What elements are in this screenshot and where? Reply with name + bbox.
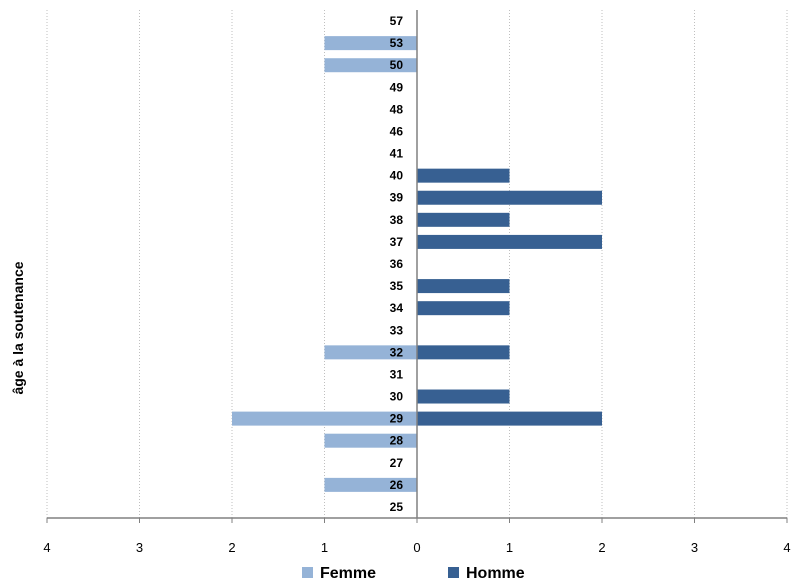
bar-homme-35 [417, 279, 510, 294]
x-tick-label: 3 [136, 540, 143, 555]
category-label: 41 [390, 147, 404, 161]
x-tick-label: 3 [691, 540, 698, 555]
bar-femme-28 [324, 433, 417, 448]
category-label: 49 [390, 80, 404, 94]
category-label: 31 [390, 367, 404, 381]
bar-femme-29 [232, 411, 417, 426]
bar-homme-29 [417, 411, 602, 426]
bar-femme-50 [324, 58, 417, 73]
category-label: 29 [390, 412, 404, 426]
category-label: 53 [390, 36, 404, 50]
category-label: 26 [390, 478, 404, 492]
bar-homme-38 [417, 212, 510, 227]
category-label: 27 [390, 456, 404, 470]
category-label: 50 [390, 58, 404, 72]
legend: Femme Homme [302, 565, 525, 582]
category-label: 32 [390, 345, 404, 359]
category-label: 25 [390, 500, 404, 514]
axes [46, 10, 788, 523]
bar-femme-26 [324, 477, 417, 492]
bar-homme-34 [417, 301, 510, 316]
category-label: 46 [390, 124, 404, 138]
x-tick-label: 4 [43, 540, 50, 555]
category-labels: 57 53 50 49 48 46 41 40 39 38 37 36 35 34 33 32 31 30 29 28… [390, 14, 404, 514]
x-tick-label: 0 [413, 540, 420, 555]
category-label: 35 [390, 279, 404, 293]
category-label: 33 [390, 323, 404, 337]
category-label: 37 [390, 235, 404, 249]
category-label: 38 [390, 213, 404, 227]
category-label: 48 [390, 102, 404, 116]
bar-homme-32 [417, 345, 510, 360]
x-tick-label: 2 [598, 540, 605, 555]
legend-swatch-femme [302, 567, 313, 578]
category-label: 28 [390, 434, 404, 448]
x-tick-label: 2 [228, 540, 235, 555]
legend-swatch-homme [448, 567, 459, 578]
legend-label-femme: Femme [320, 565, 376, 582]
bar-femme-32 [324, 345, 417, 360]
bar-homme-40 [417, 168, 510, 183]
gridlines [46, 10, 788, 518]
category-label: 30 [390, 390, 404, 404]
category-label: 39 [390, 191, 404, 205]
x-tick-label: 4 [783, 540, 790, 555]
y-axis-title: âge à la soutenance [10, 261, 26, 394]
x-tick-label: 1 [321, 540, 328, 555]
category-label: 34 [390, 301, 404, 315]
bar-homme-39 [417, 190, 602, 205]
x-tick-label: 1 [506, 540, 513, 555]
x-tick-labels: 4 3 2 1 0 1 2 3 4 [43, 540, 790, 555]
category-label: 57 [390, 14, 404, 28]
category-label: 36 [390, 257, 404, 271]
bar-femme-53 [324, 36, 417, 51]
legend-label-homme: Homme [466, 565, 525, 582]
bars [232, 36, 602, 492]
bar-homme-30 [417, 389, 510, 404]
category-label: 40 [390, 169, 404, 183]
bar-homme-37 [417, 234, 602, 249]
